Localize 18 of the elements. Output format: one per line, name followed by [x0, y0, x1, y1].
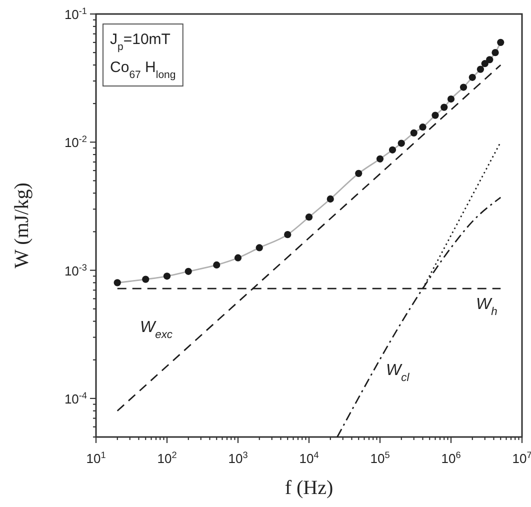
annotation: W$_{cl}$ [386, 362, 410, 384]
x-tick-label: 10$^{6}$ [441, 450, 461, 466]
annotation: W$_{exc}$ [140, 319, 173, 341]
annotation: Co$_{67}$ H$_{long}$ [110, 59, 176, 81]
y-tick-label: 10$^{-4}$ [64, 390, 87, 406]
x-tick-label: 10$^{5}$ [370, 450, 390, 466]
y-tick-label: 10$^{-3}$ [64, 262, 87, 278]
y-axis-title: W (mJ/kg) [11, 182, 33, 268]
x-tick-label: 10$^{4}$ [299, 450, 319, 466]
x-tick-label: 10$^{7}$ [512, 450, 531, 466]
x-tick-label: 10$^{3}$ [228, 450, 248, 466]
annotation: W$_{h}$ [476, 296, 498, 318]
y-tick-label: 10$^{-1}$ [64, 6, 87, 22]
x-tick-label: 10$^{1}$ [86, 450, 106, 466]
annotation: J$_{p}$=10mT [110, 31, 170, 53]
x-tick-label: 10$^{2}$ [157, 450, 177, 466]
y-tick-label: 10$^{-2}$ [64, 134, 87, 150]
x-axis-title: f (Hz) [284, 477, 334, 499]
